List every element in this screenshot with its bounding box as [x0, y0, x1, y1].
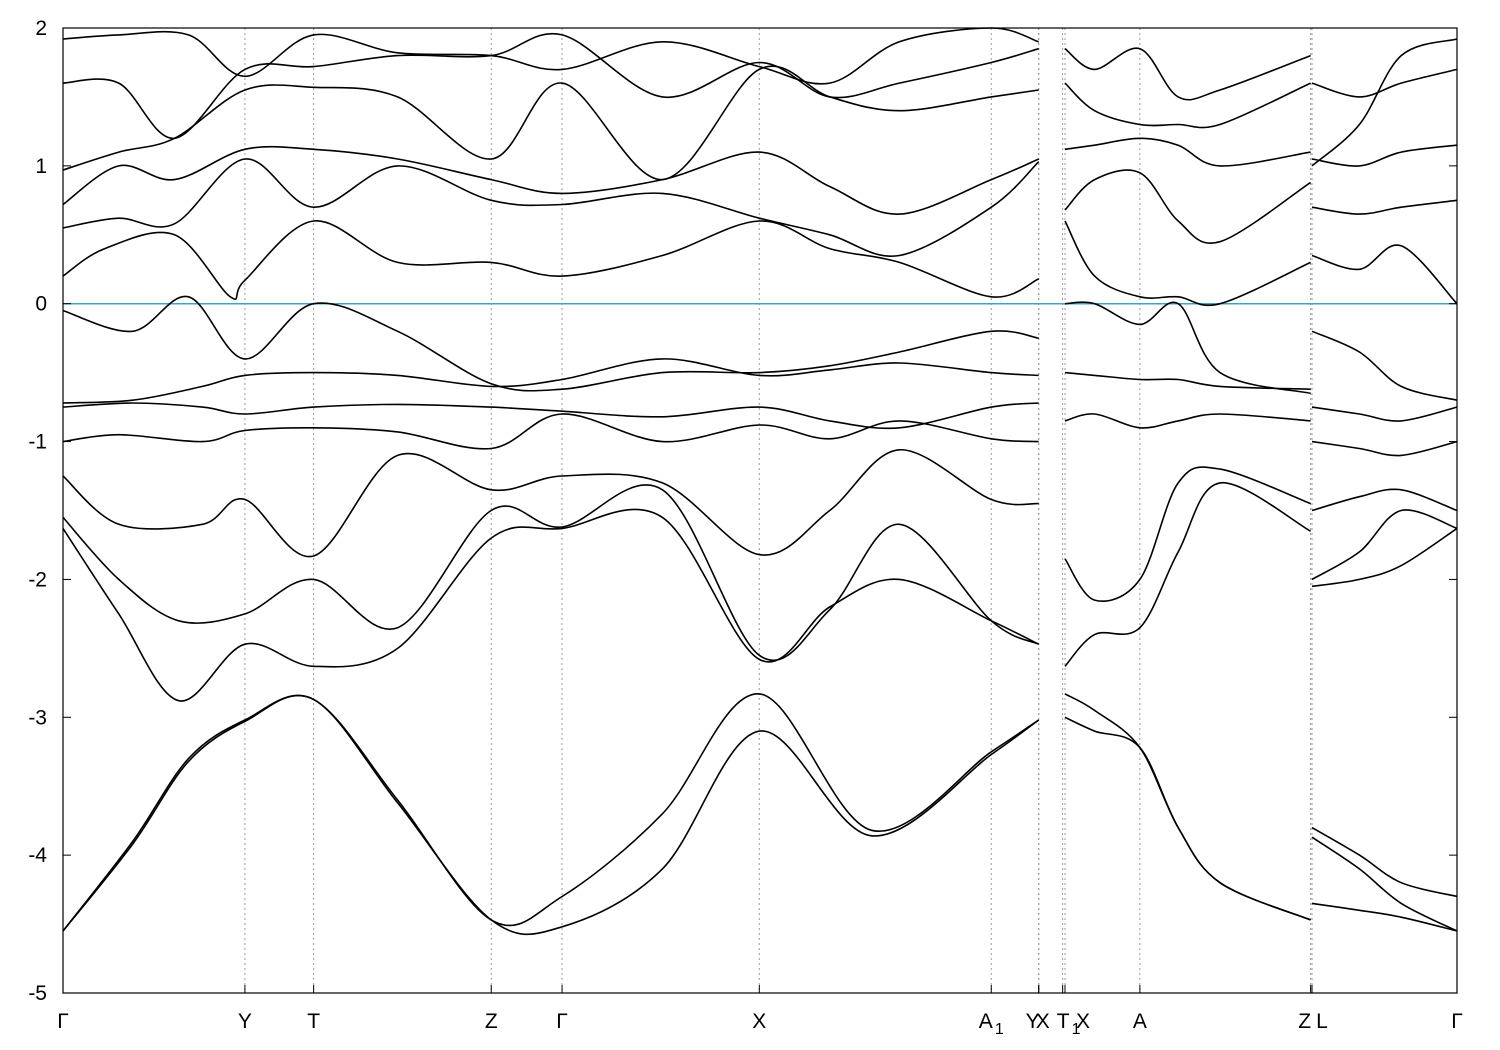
band-line-13 [62, 32, 1039, 140]
band-line-20 [1064, 220, 1311, 307]
band-line-24 [1064, 47, 1311, 101]
band-line-18 [1064, 413, 1311, 429]
band-line-30 [1311, 509, 1458, 581]
band-line-21 [1064, 169, 1312, 244]
band-line-7 [62, 402, 1039, 430]
band-line-37 [1311, 199, 1458, 215]
band-line-3 [62, 484, 1040, 662]
band-line-29 [1311, 902, 1458, 932]
band-line-0 [62, 693, 1040, 932]
band-line-38 [1311, 144, 1458, 167]
band-line-39 [1311, 68, 1458, 98]
band-line-12 [62, 65, 1039, 181]
x-tick-label: X [1076, 1010, 1090, 1033]
y-tick-label: -1 [28, 431, 47, 454]
y-tick-label: -3 [28, 706, 47, 729]
x-axis: Γ Y T Z Γ X A 1 YX T 1X A Z L Γ [57, 985, 1463, 1038]
x-tick-label: Γ [1451, 1010, 1463, 1033]
band-line-17 [1064, 371, 1311, 390]
band-line-32 [1311, 488, 1458, 512]
plot-frame [62, 27, 1458, 994]
band-line-25 [1064, 716, 1311, 921]
x-tick-label: Z [1298, 1010, 1311, 1033]
x-tick-label: X [752, 1010, 766, 1033]
y-axis: 2 1 0 -1 -2 -3 -4 -5 [28, 17, 1457, 1005]
y-tick-label: -5 [28, 982, 47, 1005]
x-tick-label: Γ [556, 1010, 568, 1033]
band-line-36 [1311, 244, 1458, 305]
y-tick-label: 1 [35, 155, 47, 178]
y-tick-label: 0 [35, 293, 47, 316]
band-line-40 [1311, 38, 1458, 167]
band-line-1 [62, 694, 1040, 936]
band-line-31 [1311, 527, 1458, 588]
y-tick-label: 2 [35, 17, 47, 40]
x-tick-label: Y [238, 1010, 252, 1033]
band-line-4 [62, 448, 1039, 558]
x-tick-label: L [1316, 1010, 1328, 1033]
band-line-16 [1064, 466, 1311, 602]
band-line-9 [62, 220, 1040, 300]
band-line-8 [62, 295, 1039, 392]
band-series [62, 27, 1458, 936]
kpoint-separators [244, 28, 1313, 993]
band-line-11 [62, 145, 1040, 215]
x-tick-label: T [307, 1010, 320, 1033]
y-tick-label: -2 [28, 568, 47, 591]
band-line-15 [1064, 482, 1311, 667]
x-tick-label: Γ [57, 1010, 69, 1033]
band-line-28 [1311, 836, 1458, 932]
band-line-19 [1064, 301, 1311, 395]
x-tick-label: X [1036, 1010, 1050, 1033]
band-line-34 [1311, 406, 1458, 422]
x-tick-label: Y [1026, 1010, 1040, 1033]
y-tick-label: -4 [28, 844, 47, 867]
x-tick-label: A [1133, 1010, 1147, 1033]
band-line-14 [62, 27, 1039, 85]
band-line-23 [1064, 82, 1311, 129]
x-tick-label: Z [485, 1010, 498, 1033]
band-line-22 [1064, 137, 1311, 167]
band-line-27 [1311, 826, 1458, 898]
band-line-35 [1311, 330, 1458, 401]
band-line-33 [1311, 440, 1458, 457]
band-line-10 [62, 158, 1040, 258]
band-line-26 [1064, 693, 1311, 921]
band-line-2 [62, 508, 1040, 702]
band-line-5 [62, 413, 1039, 450]
band-line-6 [62, 358, 1039, 404]
